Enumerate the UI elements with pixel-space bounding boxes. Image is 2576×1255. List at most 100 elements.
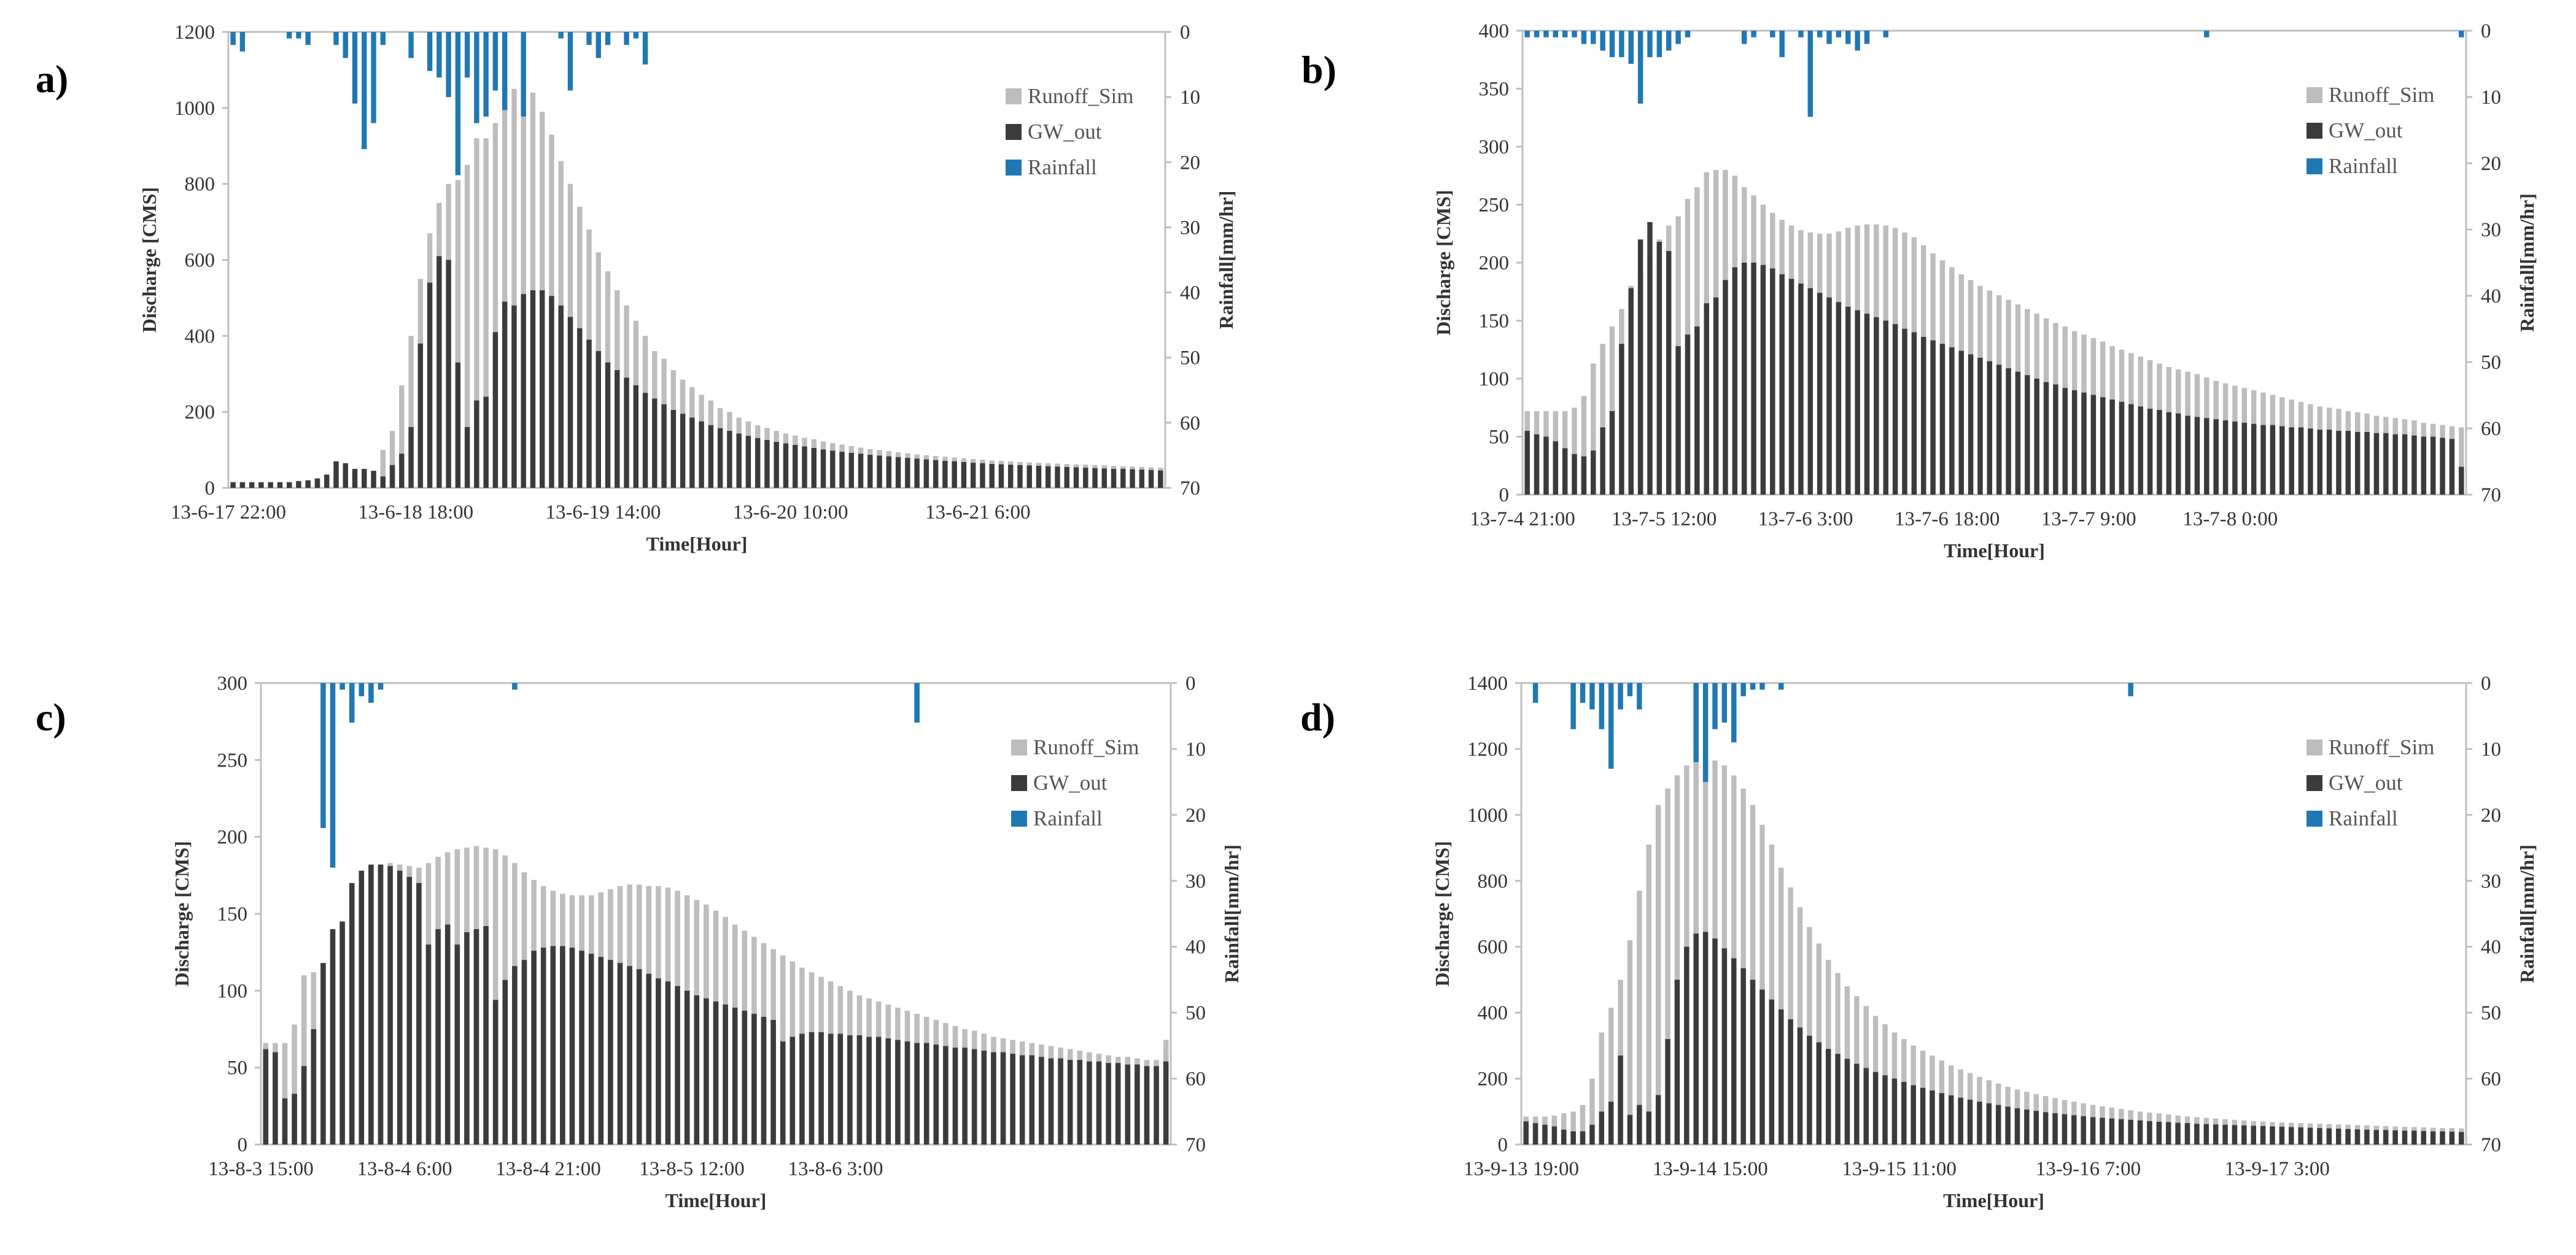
gw-bar	[2232, 421, 2238, 495]
gw-bar	[1835, 1054, 1841, 1145]
gw-bar	[2270, 425, 2276, 495]
gw-bar	[2137, 1120, 2143, 1145]
rainfall-bar	[1656, 31, 1662, 58]
gw-bar	[512, 966, 518, 1145]
gw-bar	[286, 482, 292, 488]
gw-bar	[579, 951, 584, 1145]
y2-tick-label: 30	[1185, 870, 1206, 892]
gw-bar	[560, 946, 565, 1145]
gw-bar	[1570, 1131, 1576, 1145]
gw-bar	[991, 1052, 996, 1145]
gw-bar	[492, 332, 499, 488]
rainfall-bar	[567, 32, 573, 91]
gw-bar	[2006, 368, 2011, 495]
gw-bar	[2440, 1131, 2445, 1145]
gw-bar	[1067, 1060, 1073, 1145]
rainfall-bar	[230, 32, 236, 45]
gw-bar	[2251, 423, 2257, 495]
gw-bar	[1788, 1019, 1793, 1145]
y-tick-label: 0	[238, 1134, 248, 1156]
gw-bar	[1073, 467, 1079, 488]
y-tick-label: 100	[1479, 368, 1510, 390]
gw-bar	[2100, 1118, 2105, 1145]
gw-bar	[2354, 1129, 2361, 1145]
gw-bar	[2213, 1124, 2219, 1145]
gw-bar	[1902, 328, 1907, 495]
gw-bar	[856, 1035, 863, 1145]
y-tick-label: 1200	[174, 21, 215, 44]
gw-bar	[1863, 1068, 1869, 1145]
gw-bar	[2232, 1125, 2238, 1145]
gw-bar	[713, 1001, 719, 1145]
gw-bar	[656, 978, 661, 1145]
gw-bar	[2147, 1121, 2152, 1145]
runoff-bar	[1646, 844, 1651, 1145]
runoff-bar	[464, 164, 470, 488]
legend-label: GW_out	[2329, 771, 2403, 795]
legend-swatch	[2306, 123, 2322, 139]
rainfall-bar	[1770, 31, 1775, 37]
gw-bar	[2241, 422, 2248, 495]
gw-bar	[818, 1032, 824, 1145]
gw-bar	[399, 454, 405, 488]
y-tick-label: 0	[1498, 1134, 1508, 1156]
x-axis-title: Time[Hour]	[665, 1189, 767, 1211]
gw-bar	[2298, 1127, 2303, 1145]
gw-bar	[1524, 431, 1530, 495]
gw-bar	[1854, 1064, 1860, 1145]
gw-bar	[1665, 1039, 1670, 1145]
gw-bar	[755, 438, 761, 488]
gw-bar	[780, 1041, 786, 1145]
x-tick-label: 13-6-17 22:00	[171, 501, 286, 523]
gw-bar	[761, 1016, 767, 1145]
gw-bar	[2014, 1108, 2020, 1145]
gw-bar	[1017, 465, 1023, 488]
gw-bar	[1759, 989, 1765, 1145]
rainfall-bar	[1826, 31, 1832, 44]
gw-bar	[1000, 1052, 1006, 1145]
y2-tick-label: 70	[1185, 1134, 1206, 1156]
y-tick-label: 50	[227, 1057, 247, 1079]
y2-tick-label: 30	[1180, 217, 1200, 239]
gw-bar	[1092, 468, 1098, 488]
rainfall-bar	[1685, 31, 1691, 37]
rainfall-bar	[362, 32, 367, 150]
gw-bar	[549, 296, 554, 488]
gw-bar	[905, 458, 910, 488]
rainfall-bar	[1702, 683, 1709, 782]
gw-bar	[1920, 1087, 1926, 1145]
gw-bar	[1996, 365, 2002, 495]
x-tick-label: 13-7-6 18:00	[1895, 508, 2000, 530]
gw-bar	[1125, 1064, 1131, 1145]
gw-bar	[1058, 1058, 1063, 1145]
gw-bar	[1930, 1090, 1935, 1145]
gw-bar	[1609, 411, 1615, 495]
gw-bar	[2109, 400, 2115, 495]
runoff-bar	[1665, 788, 1670, 1145]
gw-bar	[751, 1013, 757, 1145]
gw-bar	[895, 457, 901, 488]
gw-bar	[2053, 384, 2058, 495]
gw-bar	[2203, 1124, 2209, 1145]
y2-tick-label: 40	[1180, 282, 1200, 304]
legend-swatch	[2306, 775, 2322, 791]
gw-bar	[1096, 1061, 1102, 1145]
gw-bar	[2147, 409, 2153, 495]
rainfall-bar	[436, 32, 442, 78]
gw-bar	[2062, 1114, 2068, 1145]
gw-bar	[2317, 1128, 2322, 1145]
gw-bar	[689, 417, 695, 488]
gw-bar	[2411, 1130, 2417, 1145]
rainfall-bar	[239, 32, 246, 52]
rainfall-bar	[605, 32, 611, 45]
gw-bar	[268, 482, 273, 488]
gw-bar	[502, 979, 508, 1145]
gw-bar	[627, 966, 632, 1145]
legend-label: Rainfall	[2329, 806, 2398, 830]
gw-bar	[2015, 371, 2021, 495]
x-axis-title: Time[Hour]	[1943, 1189, 2044, 1211]
gw-bar	[617, 963, 623, 1145]
gw-bar	[586, 339, 592, 488]
gw-bar	[1675, 346, 1681, 495]
runoff-bar	[1570, 1111, 1576, 1145]
